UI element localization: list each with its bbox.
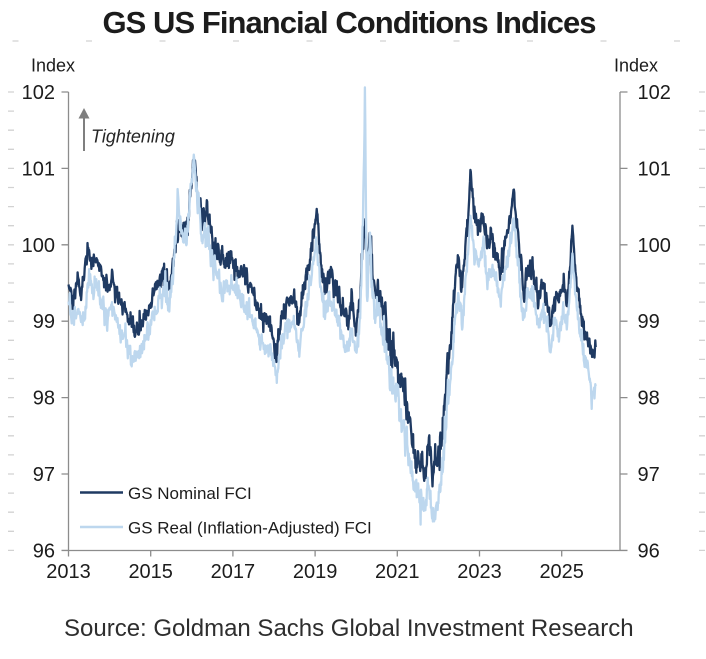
svg-text:99: 99 [33,311,55,333]
svg-text:Index: Index [31,56,75,76]
svg-text:Tightening: Tightening [91,127,175,147]
svg-text:2015: 2015 [128,561,173,583]
svg-text:GS Real (Inflation-Adjusted) F: GS Real (Inflation-Adjusted) FCI [128,519,372,538]
svg-text:2013: 2013 [46,561,91,583]
svg-text:97: 97 [638,464,660,486]
svg-text:100: 100 [638,235,671,257]
svg-text:2025: 2025 [539,561,584,583]
svg-text:Source: Goldman Sachs Global I: Source: Goldman Sachs Global Investment … [64,615,634,642]
svg-text:2021: 2021 [375,561,420,583]
svg-text:98: 98 [33,388,55,410]
svg-text:97: 97 [33,464,55,486]
svg-text:96: 96 [33,540,55,562]
svg-text:102: 102 [638,82,671,104]
svg-text:101: 101 [22,158,55,180]
svg-text:100: 100 [22,235,55,257]
svg-text:2017: 2017 [211,561,256,583]
svg-text:96: 96 [638,540,660,562]
svg-text:99: 99 [638,311,660,333]
svg-text:Index: Index [614,56,658,76]
svg-text:GS Nominal FCI: GS Nominal FCI [128,484,252,503]
svg-text:2019: 2019 [293,561,338,583]
svg-text:98: 98 [638,388,660,410]
svg-text:101: 101 [638,158,671,180]
svg-text:GS US Financial Conditions Ind: GS US Financial Conditions Indices [102,5,595,40]
svg-text:2023: 2023 [457,561,502,583]
svg-text:102: 102 [22,82,55,104]
